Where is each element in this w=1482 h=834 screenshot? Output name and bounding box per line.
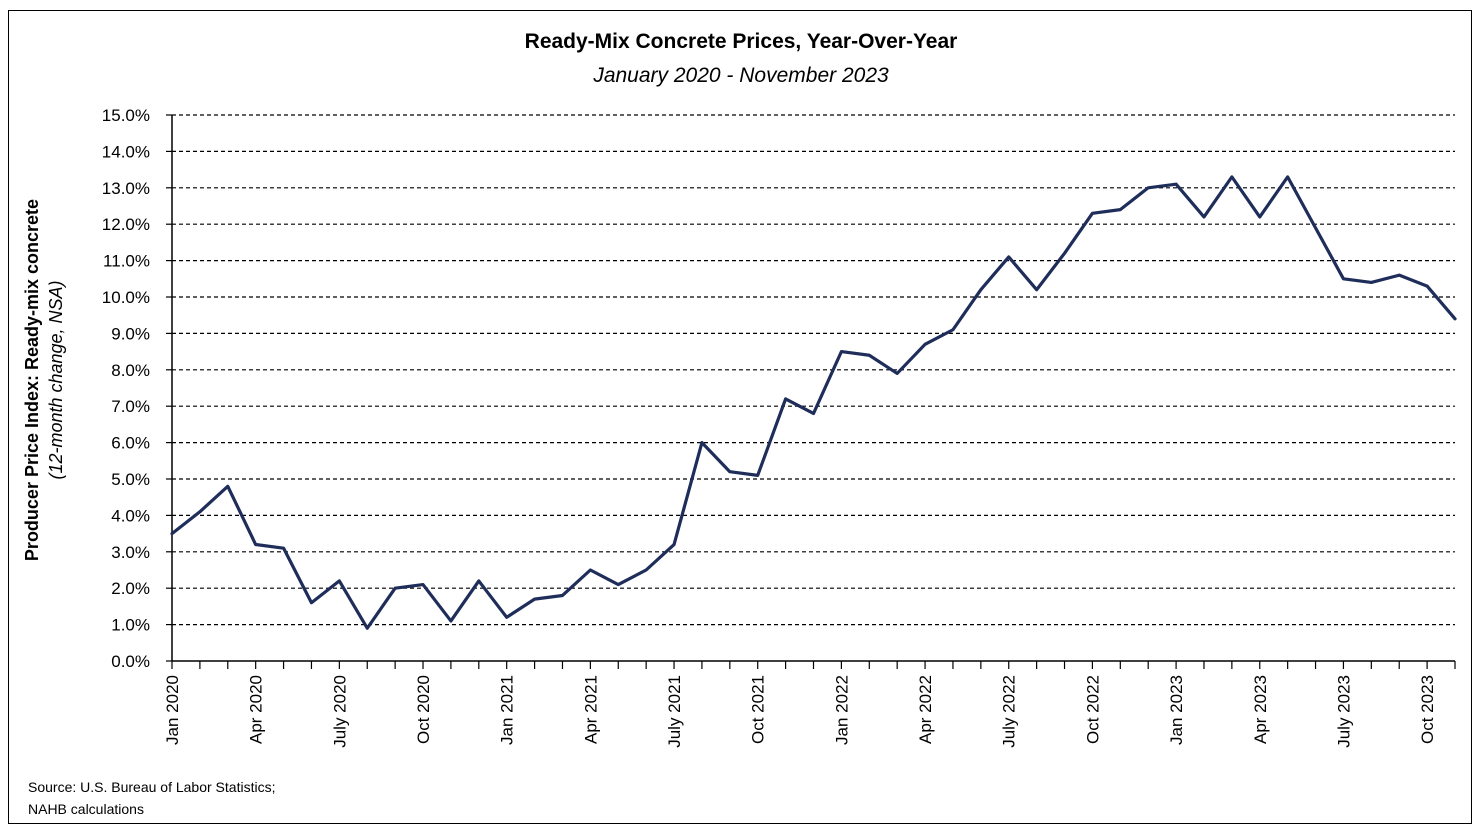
x-tick-label: Jan 2023 [1167,675,1186,745]
x-tick-label: July 2022 [1000,675,1019,748]
x-tick-label: July 2020 [330,675,349,748]
x-tick-label: Oct 2021 [749,675,768,744]
y-tick-label: 13.0% [102,179,150,198]
x-tick-label: Apr 2021 [581,675,600,744]
y-tick-label: 3.0% [111,543,150,562]
x-tick-label: Apr 2023 [1251,675,1270,744]
x-tick-label: Oct 2020 [414,675,433,744]
chart-frame [8,10,1472,824]
y-tick-label: 4.0% [111,506,150,525]
y-tick-label: 9.0% [111,324,150,343]
series-line [170,175,1457,630]
y-tick-label: 1.0% [111,616,150,635]
y-tick-label: 14.0% [102,142,150,161]
y-tick-label: 15.0% [102,106,150,125]
y-tick-label: 6.0% [111,434,150,453]
y-tick-label: 8.0% [111,361,150,380]
x-tick-label: Oct 2023 [1418,675,1437,744]
chart-subtitle: January 2020 - November 2023 [593,64,889,87]
chart-title: Ready-Mix Concrete Prices, Year-Over-Yea… [524,30,958,53]
y-tick-label: 7.0% [111,397,150,416]
y-tick-label: 0.0% [111,652,150,671]
x-tick-label: Jan 2020 [163,675,182,745]
x-tick-label: Oct 2022 [1083,675,1102,744]
x-tick-label: Jan 2021 [498,675,517,745]
y-tick-label: 5.0% [111,470,150,489]
x-tick-label: Apr 2022 [916,675,935,744]
y-tick-label: 12.0% [102,215,150,234]
source-line-1: Source: U.S. Bureau of Labor Statistics; [28,779,276,795]
x-tick-label: July 2023 [1334,675,1353,748]
y-tick-label: 10.0% [102,288,150,307]
x-tick-label: Jan 2022 [832,675,851,745]
y-tick-label: 2.0% [111,579,150,598]
source-note: Source: U.S. Bureau of Labor Statistics;… [28,776,275,820]
x-tick-label: Apr 2020 [247,675,266,744]
y-tick-label: 11.0% [103,252,150,271]
x-tick-label: July 2021 [665,675,684,748]
source-line-2: NAHB calculations [28,801,144,817]
